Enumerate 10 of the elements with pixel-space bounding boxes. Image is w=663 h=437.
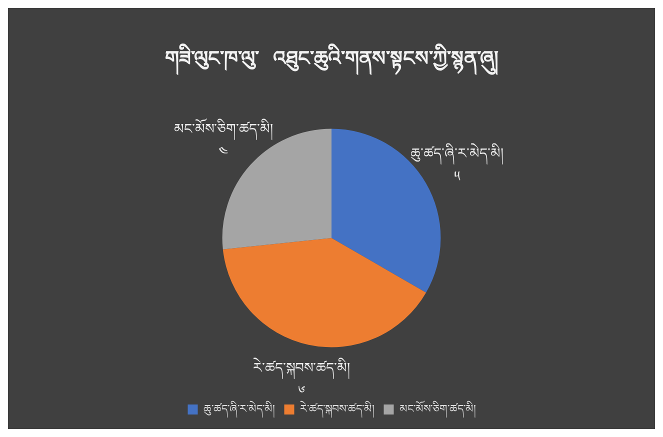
chart-title: གཟི་ལུང་ཁ་ལུ་ འཐུང་ཆུའི་གནས་སྟངས་ཀྱི་སྙན་ཞུ། [165,43,499,76]
slice-label: ཆུ་ཚད་ཞི་ར་མེད་མི། [410,143,504,166]
legend-label: རེ་ཚད་སྐབས་ཚད་མི། [300,400,375,418]
slice-label: མང་མོས་ཅིག་ཚད་མི། [174,117,274,140]
legend-label: ཆུ་ཚད་ཞི་ར་མེད་མི། [203,400,276,418]
slice-label: རེ་ཚད་སྐབས་ཚད་མི། [252,358,350,380]
data-label: ༤ [218,144,229,160]
data-label: ༦ [298,384,305,400]
legend-label: མང་མོས་ཅིག་ཚད་མི། [399,400,476,418]
data-label: ༥ [454,169,462,186]
